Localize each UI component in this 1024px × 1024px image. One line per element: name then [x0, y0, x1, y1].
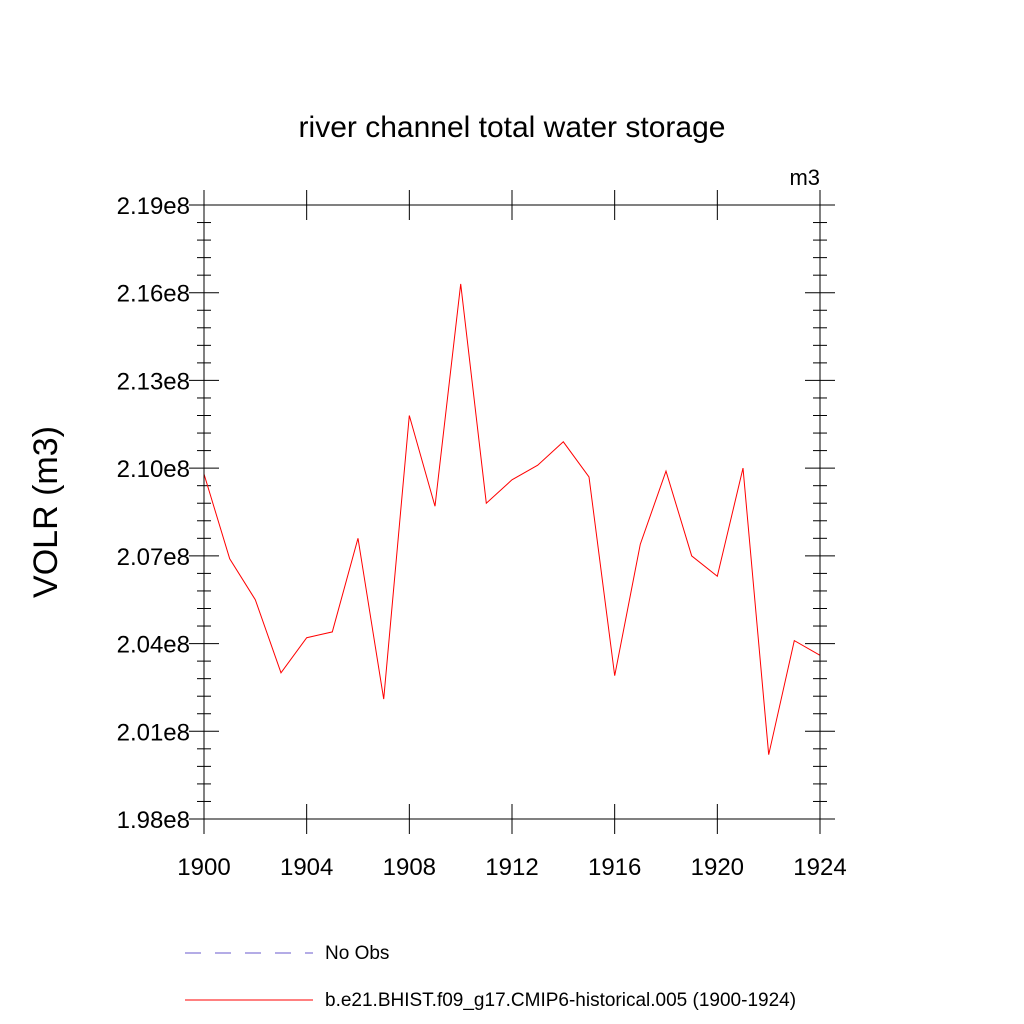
axis-ticks — [189, 190, 835, 834]
x-tick-label: 1916 — [588, 854, 641, 881]
legend: No Obs b.e21.BHIST.f09_g17.CMIP6-histori… — [185, 943, 796, 1011]
legend-label-no-obs: No Obs — [325, 943, 389, 964]
axis-tick-labels: 1.98e8 2.01e8 2.04e8 2.07e8 2.10e8 2.13e8 2.16… — [117, 193, 847, 881]
y-tick-label: 2.10e8 — [117, 456, 190, 483]
units-label: m3 — [789, 165, 820, 190]
x-tick-label: 1912 — [485, 854, 538, 881]
series-line — [203, 283, 821, 755]
x-tick-label: 1908 — [383, 854, 436, 881]
plot-frame — [203, 204, 821, 820]
x-tick-label: 1900 — [177, 854, 230, 881]
x-tick-label: 1920 — [691, 854, 744, 881]
y-tick-label: 2.07e8 — [117, 544, 190, 571]
x-tick-label: 1924 — [793, 854, 846, 881]
x-tick-label: 1904 — [280, 854, 333, 881]
y-tick-label: 2.01e8 — [117, 719, 190, 746]
y-tick-label: 2.16e8 — [117, 281, 190, 308]
series-lines — [203, 283, 821, 755]
y-tick-label: 1.98e8 — [117, 807, 190, 834]
y-tick-label: 2.13e8 — [117, 368, 190, 395]
y-tick-label: 2.04e8 — [117, 632, 190, 659]
y-axis-label: VOLR (m3) — [27, 426, 65, 598]
legend-label-model: b.e21.BHIST.f09_g17.CMIP6-historical.005… — [325, 990, 796, 1011]
chart-title: river channel total water storage — [299, 111, 726, 144]
y-tick-label: 2.19e8 — [117, 193, 190, 220]
